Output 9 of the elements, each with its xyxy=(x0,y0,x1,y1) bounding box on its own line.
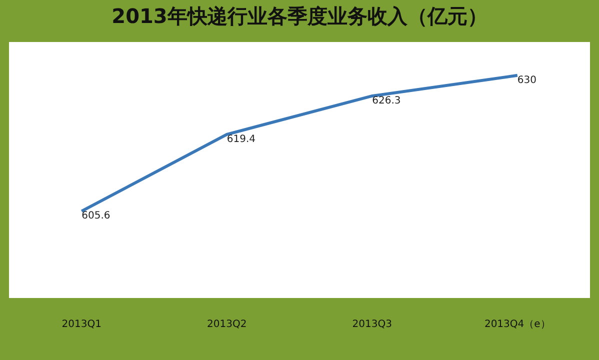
data-label: 626.3 xyxy=(372,95,401,106)
x-tick-label: 2013Q3 xyxy=(352,319,392,330)
data-label: 619.4 xyxy=(226,134,256,145)
data-label: 605.6 xyxy=(82,210,110,222)
x-tick-label: 2013Q1 xyxy=(62,319,102,330)
x-tick-label: 2013Q2 xyxy=(207,319,247,330)
chart-title: 2013年快递行业各季度业务收入（亿元） xyxy=(112,4,488,28)
data-label: 630 xyxy=(517,74,536,86)
x-tick-label: 2013Q4（e） xyxy=(484,319,550,330)
